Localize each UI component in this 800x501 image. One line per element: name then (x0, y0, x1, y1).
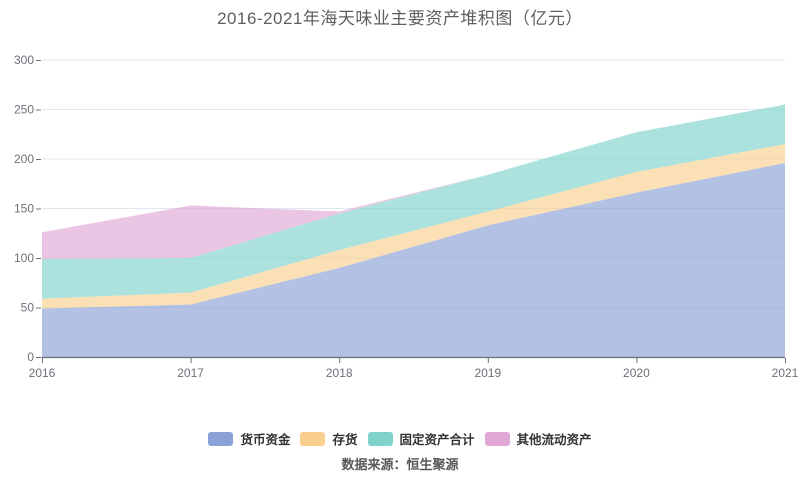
x-axis-label: 2020 (623, 366, 650, 380)
legend-item-other-current-assets[interactable]: 其他流动资产 (484, 429, 592, 448)
y-axis-label: 200 (14, 152, 34, 166)
area-series-0 (42, 162, 785, 357)
legend: 货币资金 存货 固定资产合计 其他流动资产 (0, 429, 800, 448)
area-series-2 (42, 104, 785, 299)
legend-label: 货币资金 (240, 433, 291, 447)
legend-swatch-icon (367, 431, 393, 446)
x-axis-label: 2016 (29, 366, 56, 380)
legend-label: 固定资产合计 (399, 433, 475, 447)
y-axis-label: 300 (14, 53, 34, 67)
area-series-1 (42, 144, 785, 309)
area-series-3 (42, 104, 785, 259)
x-axis-label: 2018 (326, 366, 353, 380)
y-axis-label: 100 (14, 251, 34, 265)
legend-item-currency-funds[interactable]: 货币资金 (208, 429, 290, 448)
legend-item-inventory[interactable]: 存货 (300, 429, 358, 448)
legend-swatch-icon (300, 431, 326, 446)
data-source: 数据来源：恒生聚源 (341, 457, 459, 472)
legend-item-fixed-assets[interactable]: 固定资产合计 (367, 429, 475, 448)
chart-title: 2016-2021年海天味业主要资产堆积图（亿元） (217, 9, 583, 28)
legend-label: 其他流动资产 (516, 433, 592, 447)
legend-swatch-icon (484, 431, 510, 446)
y-axis-label: 50 (21, 301, 35, 315)
y-axis-label: 0 (27, 350, 34, 364)
stacked-area-plot: 0 50 100 150 200 250 300 2016 2017 2018 2019 2020 20… (14, 53, 799, 380)
x-axis-label: 2017 (177, 366, 204, 380)
legend-label: 存货 (332, 433, 358, 447)
x-axis-label: 2019 (474, 366, 501, 380)
y-axis-label: 150 (14, 202, 34, 216)
x-axis-label: 2021 (772, 366, 799, 380)
y-axis-label: 250 (14, 103, 34, 117)
legend-swatch-icon (208, 431, 234, 446)
